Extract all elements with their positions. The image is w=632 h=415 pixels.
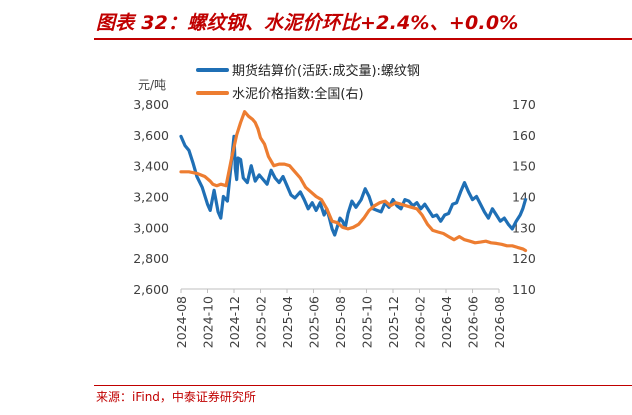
chart-axes: 2,600 2,800 3,000 3,200 3,400 3,600 3,800 110 12… bbox=[133, 97, 536, 348]
legend-label-cement: 水泥价格指数:全国(右) bbox=[232, 86, 364, 102]
x-tick-label: 2025-12 bbox=[386, 296, 401, 348]
y-tick-label: 2,800 bbox=[133, 251, 169, 266]
y-tick-label: 3,000 bbox=[133, 220, 169, 235]
y2-tick-label: 170 bbox=[512, 97, 536, 112]
y-tick-label: 2,600 bbox=[133, 282, 169, 297]
chart-lines bbox=[179, 110, 528, 253]
x-tick-label: 2025-08 bbox=[333, 296, 348, 348]
chart-title: 图表 32：螺纹钢、水泥价环比+2.4%、+0.0% bbox=[96, 12, 519, 34]
y-tick-label: 3,600 bbox=[133, 128, 169, 143]
x-tick-label: 2025-02 bbox=[254, 296, 269, 348]
source-note: 来源：iFind，中泰证券研究所 bbox=[96, 390, 256, 404]
y-tick-label: 3,200 bbox=[133, 190, 169, 205]
y2-tick-label: 110 bbox=[512, 282, 536, 297]
title-divider bbox=[94, 38, 632, 40]
x-tick-label: 2026-02 bbox=[413, 296, 428, 348]
y2-tick-label: 160 bbox=[512, 128, 536, 143]
series-line-cement bbox=[179, 110, 528, 253]
x-tick-label: 2026-04 bbox=[439, 296, 454, 348]
legend-label-steel: 期货结算价(活跃:成交量):螺纹钢 bbox=[232, 63, 420, 79]
x-tick-label: 2026-06 bbox=[466, 296, 481, 348]
x-tick-label: 2024-10 bbox=[201, 296, 216, 348]
chart-legend: 期货结算价(活跃:成交量):螺纹钢 水泥价格指数:全国(右) bbox=[196, 63, 420, 102]
x-tick-label: 2025-04 bbox=[280, 296, 295, 348]
y2-tick-label: 120 bbox=[512, 251, 536, 266]
x-tick-label: 2024-08 bbox=[174, 296, 189, 348]
y2-tick-label: 150 bbox=[512, 159, 536, 174]
x-tick-label: 2025-06 bbox=[307, 296, 322, 348]
y2-tick-label: 140 bbox=[512, 190, 536, 205]
x-tick-label: 2026-08 bbox=[492, 296, 507, 348]
y-tick-label: 3,800 bbox=[133, 97, 169, 112]
y-tick-label: 3,400 bbox=[133, 159, 169, 174]
x-tick-label: 2024-12 bbox=[227, 296, 242, 348]
y-axis-unit-label: 元/吨 bbox=[138, 78, 167, 92]
y2-tick-label: 130 bbox=[512, 220, 536, 235]
source-divider bbox=[94, 385, 632, 386]
x-tick-label: 2025-10 bbox=[360, 296, 375, 348]
